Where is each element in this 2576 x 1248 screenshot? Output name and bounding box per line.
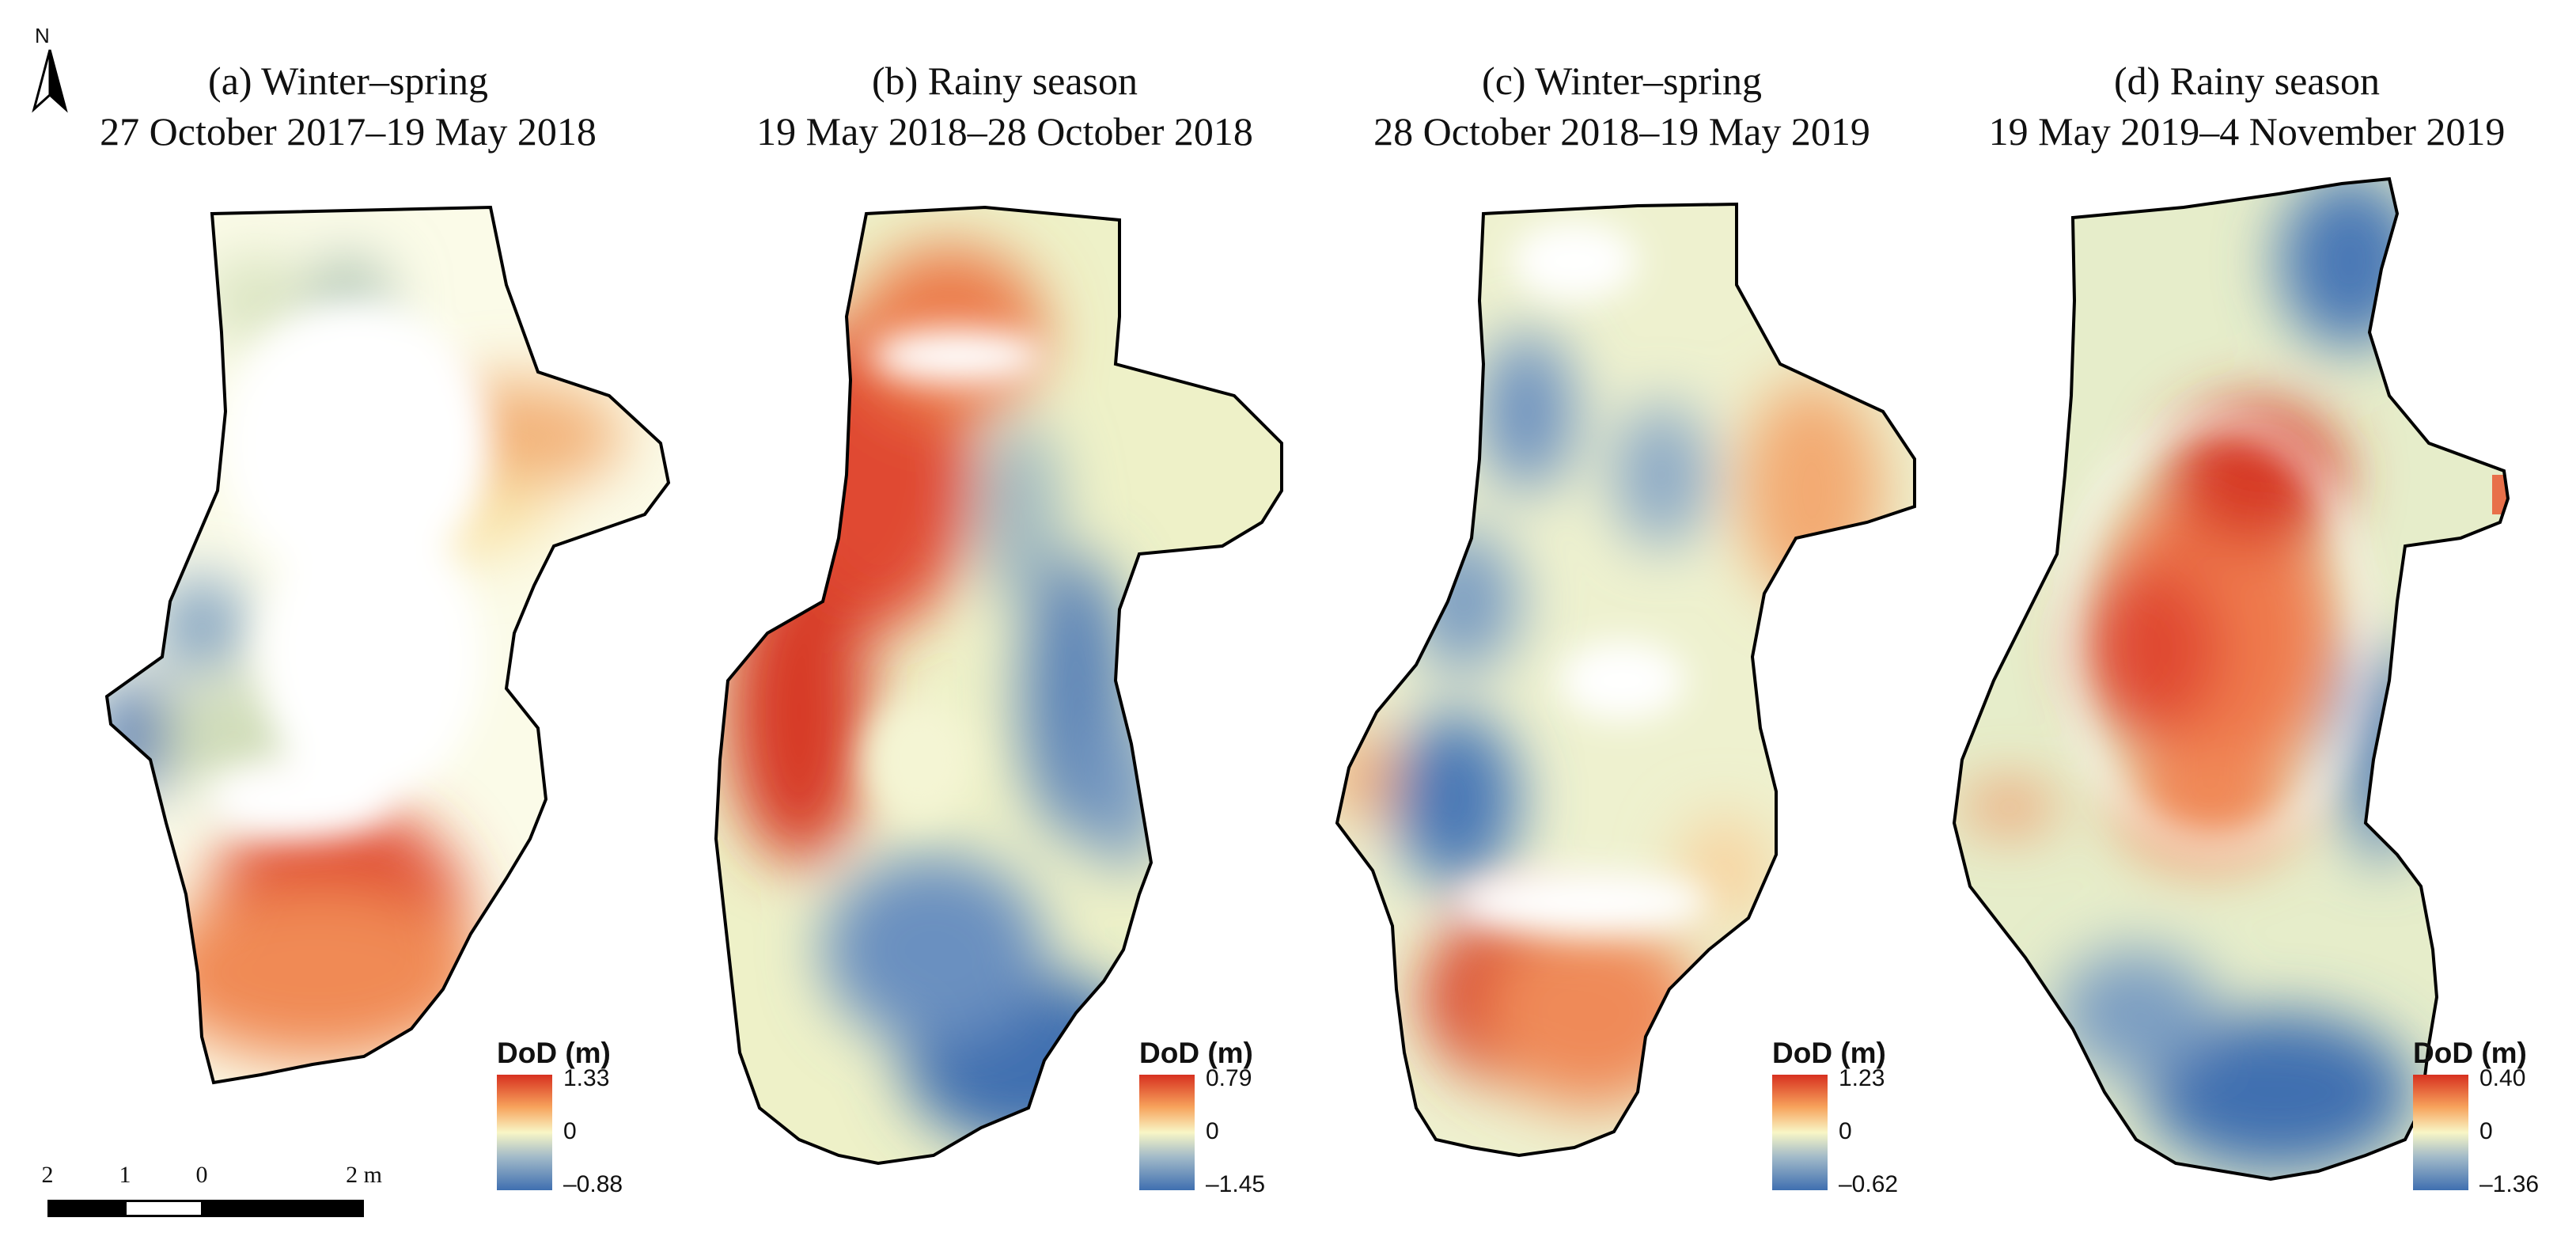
- scale-segment-3: [201, 1200, 364, 1217]
- legend-mid: 0: [563, 1118, 577, 1144]
- legend-min: –1.36: [2479, 1171, 2540, 1197]
- legend-max: 0.79: [1206, 1065, 1252, 1091]
- legend-mid: 0: [2479, 1118, 2493, 1144]
- legend-mid: 0: [1839, 1118, 1852, 1144]
- legend-title: DoD (m): [2413, 1037, 2527, 1069]
- panel-c-title-line2: 28 October 2018–19 May 2019: [1373, 109, 1870, 154]
- scale-tick: 1: [119, 1162, 131, 1188]
- panel-a-title: (a) Winter–spring 27 October 2017–19 May…: [63, 55, 633, 157]
- legend-title: DoD (m): [1772, 1037, 1886, 1069]
- panel-c-title-line1: (c) Winter–spring: [1482, 59, 1762, 103]
- north-arrow: N: [30, 24, 70, 113]
- panel-b-title-line2: 19 May 2018–28 October 2018: [756, 109, 1253, 154]
- panel-d-title-line2: 19 May 2019–4 November 2019: [1988, 109, 2506, 154]
- panel-b-title-line1: (b) Rainy season: [871, 59, 1138, 103]
- north-arrow-icon: [32, 49, 68, 113]
- panel-d-outline: [1952, 176, 2510, 1182]
- panel-d-title-line1: (d) Rainy season: [2113, 59, 2381, 103]
- panel-c-legend: DoD (m) 1.23 0 –0.62: [1772, 1037, 1957, 1197]
- legend-mid: 0: [1206, 1118, 1219, 1144]
- scale-segment-1: [47, 1200, 127, 1217]
- legend-color-ramp: [497, 1075, 552, 1190]
- panel-b-map: [716, 207, 1282, 1163]
- legend-color-ramp: [1772, 1075, 1828, 1190]
- legend-max: 1.33: [563, 1065, 610, 1091]
- scale-tick: 0: [195, 1162, 208, 1188]
- panel-b-title: (b) Rainy season 19 May 2018–28 October …: [696, 55, 1313, 157]
- panel-a-map: [107, 207, 669, 1083]
- panel-a-title-line2: 27 October 2017–19 May 2018: [100, 109, 597, 154]
- panel-d-legend: DoD (m) 0.40 0 –1.36: [2413, 1037, 2576, 1197]
- scale-tick: 2 m: [346, 1162, 382, 1188]
- legend-max: 0.40: [2479, 1065, 2526, 1091]
- north-label: N: [35, 24, 50, 47]
- legend-max: 1.23: [1839, 1065, 1885, 1091]
- scale-segment-2: [124, 1200, 203, 1217]
- panel-a-legend: DoD (m) 1.33 0 –0.88: [497, 1037, 682, 1197]
- panel-a-title-line1: (a) Winter–spring: [208, 59, 488, 103]
- legend-min: –0.62: [1839, 1171, 1899, 1197]
- scale-tick: 2: [41, 1162, 54, 1188]
- legend-min: –1.45: [1206, 1171, 1266, 1197]
- panel-a-outline: [104, 205, 671, 1085]
- panel-c-map: [1337, 204, 1915, 1155]
- panel-d-title: (d) Rainy season 19 May 2019–4 November …: [1930, 55, 2563, 157]
- panel-b-outline: [714, 205, 1283, 1166]
- legend-title: DoD (m): [1139, 1037, 1253, 1069]
- panel-c-outline: [1335, 202, 1916, 1158]
- legend-title: DoD (m): [497, 1037, 611, 1069]
- panel-b-legend: DoD (m) 0.79 0 –1.45: [1139, 1037, 1324, 1197]
- scale-bar: 2 1 0 2 m: [41, 1162, 382, 1225]
- legend-color-ramp: [2413, 1075, 2468, 1190]
- legend-min: –0.88: [563, 1171, 623, 1197]
- panel-c-title: (c) Winter–spring 28 October 2018–19 May…: [1313, 55, 1930, 157]
- legend-color-ramp: [1139, 1075, 1195, 1190]
